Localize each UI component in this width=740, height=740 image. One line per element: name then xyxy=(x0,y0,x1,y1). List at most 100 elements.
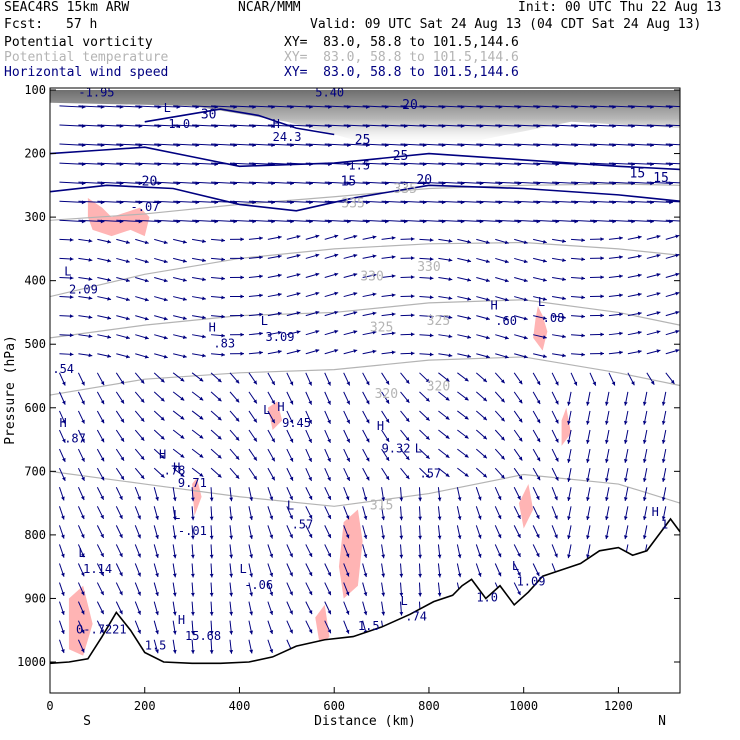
wind-vector-head xyxy=(445,473,450,477)
wind-vector-head xyxy=(623,497,628,501)
wind-vector-head xyxy=(586,458,590,463)
wind-vector-head xyxy=(661,516,666,521)
pv-shaded-region xyxy=(87,198,150,237)
wind-vector xyxy=(267,105,294,108)
wind-vector-head xyxy=(137,572,141,577)
wind-vector-head xyxy=(642,535,647,540)
wind-vector xyxy=(229,143,256,146)
wind-vector-head xyxy=(221,295,225,300)
wind-vector-head xyxy=(125,354,130,359)
wind-vector-head xyxy=(517,591,521,596)
wind-vector-head xyxy=(600,275,604,280)
theta-contour xyxy=(50,241,680,298)
theta-contour xyxy=(50,299,680,339)
wind-vector-head xyxy=(137,534,141,539)
wind-vector-head xyxy=(259,236,263,241)
wind-vector xyxy=(457,219,484,223)
wind-vector xyxy=(627,219,654,223)
wind-vector xyxy=(514,143,541,146)
wind-vector-head xyxy=(209,650,214,654)
wind-vector-head xyxy=(418,535,422,540)
wind-vector-head xyxy=(675,310,680,315)
x-axis-label: Distance (km) xyxy=(314,714,416,729)
x-tick-label: 400 xyxy=(229,699,251,713)
wind-vector-head xyxy=(542,316,547,320)
wind-vector-head xyxy=(119,514,123,519)
x-tick-label: 1200 xyxy=(604,699,633,713)
wind-vector-head xyxy=(345,534,350,539)
wind-vector xyxy=(248,219,275,223)
wind-vector-head xyxy=(327,495,332,500)
wind-vector-head xyxy=(586,497,590,501)
wind-vector xyxy=(533,162,560,165)
wind-vector-head xyxy=(600,294,604,299)
wind-vector-head xyxy=(315,272,320,277)
wind-vector-head xyxy=(405,398,410,403)
wind-speed-contour-layer xyxy=(50,108,680,212)
pv-label: 1.5 xyxy=(348,158,370,172)
wind-vector-head xyxy=(217,454,222,459)
wind-speed-label: 15 xyxy=(630,167,646,182)
wind-vector-head xyxy=(605,478,609,482)
wind-vector xyxy=(571,162,598,165)
wind-vector-head xyxy=(399,535,404,540)
wind-vector xyxy=(589,162,616,165)
pv-label: .87 xyxy=(64,432,86,446)
wind-vector-head xyxy=(623,535,628,540)
wind-vector-head xyxy=(637,235,642,240)
wind-vector-head xyxy=(485,259,490,264)
wind-vector-head xyxy=(605,420,609,425)
wind-vector-head xyxy=(160,416,165,421)
wind-vector-head xyxy=(425,435,430,440)
wind-vector-head xyxy=(517,533,521,538)
wind-vector-head xyxy=(125,335,130,340)
wind-vector-head xyxy=(107,335,112,339)
wind-vector xyxy=(135,124,162,127)
wind-vector-head xyxy=(567,554,571,559)
wind-vector xyxy=(286,124,313,127)
wind-vector-head xyxy=(308,591,313,596)
wind-vector-head xyxy=(410,332,415,337)
wind-vector xyxy=(419,105,446,108)
wind-vector-head xyxy=(88,277,93,281)
wind-vector-head xyxy=(308,495,313,500)
wind-vector xyxy=(627,143,654,146)
wind-vector xyxy=(116,143,143,146)
wind-vector xyxy=(343,124,370,127)
wind-vector xyxy=(192,162,219,165)
wind-vector-head xyxy=(61,534,65,539)
wind-vector-head xyxy=(217,378,222,383)
wind-vector xyxy=(476,143,503,146)
wind-vector-head xyxy=(688,219,692,223)
wind-vector-head xyxy=(327,476,331,481)
wind-vector xyxy=(78,162,105,165)
contour-label-layer: 335 335 330 330 325 325 320 320 315 20 20 25 25 30 20 1… xyxy=(52,88,669,652)
wind-vector xyxy=(552,200,579,204)
wind-vector-head xyxy=(429,352,434,357)
wind-vector-head xyxy=(144,278,149,283)
wind-vector-head xyxy=(661,497,666,501)
wind-vector-head xyxy=(289,400,294,405)
wind-vector-head xyxy=(365,381,370,386)
wind-vector-head xyxy=(353,234,358,239)
wind-vector xyxy=(476,162,503,165)
wind-vector-head xyxy=(600,237,604,242)
wind-vector-head xyxy=(363,496,368,501)
pv-label: H xyxy=(159,448,166,462)
wind-vector-head xyxy=(429,333,434,338)
wind-vector-head xyxy=(542,239,547,244)
wind-vector-head xyxy=(277,349,282,354)
wind-vector xyxy=(438,162,465,165)
wind-vector-head xyxy=(429,314,434,319)
wind-vector xyxy=(248,200,275,204)
y-tick-label: 600 xyxy=(24,401,46,415)
wind-vector-head xyxy=(372,330,377,335)
wind-vector-head xyxy=(619,331,623,336)
wind-vector-head xyxy=(271,476,275,481)
wind-vector-head xyxy=(605,516,609,521)
wind-vector-head xyxy=(425,378,430,383)
wind-vector-head xyxy=(562,353,566,358)
wind-vector-head xyxy=(180,473,185,477)
pv-label: 1.14 xyxy=(83,562,112,576)
wind-vector-head xyxy=(467,354,472,358)
